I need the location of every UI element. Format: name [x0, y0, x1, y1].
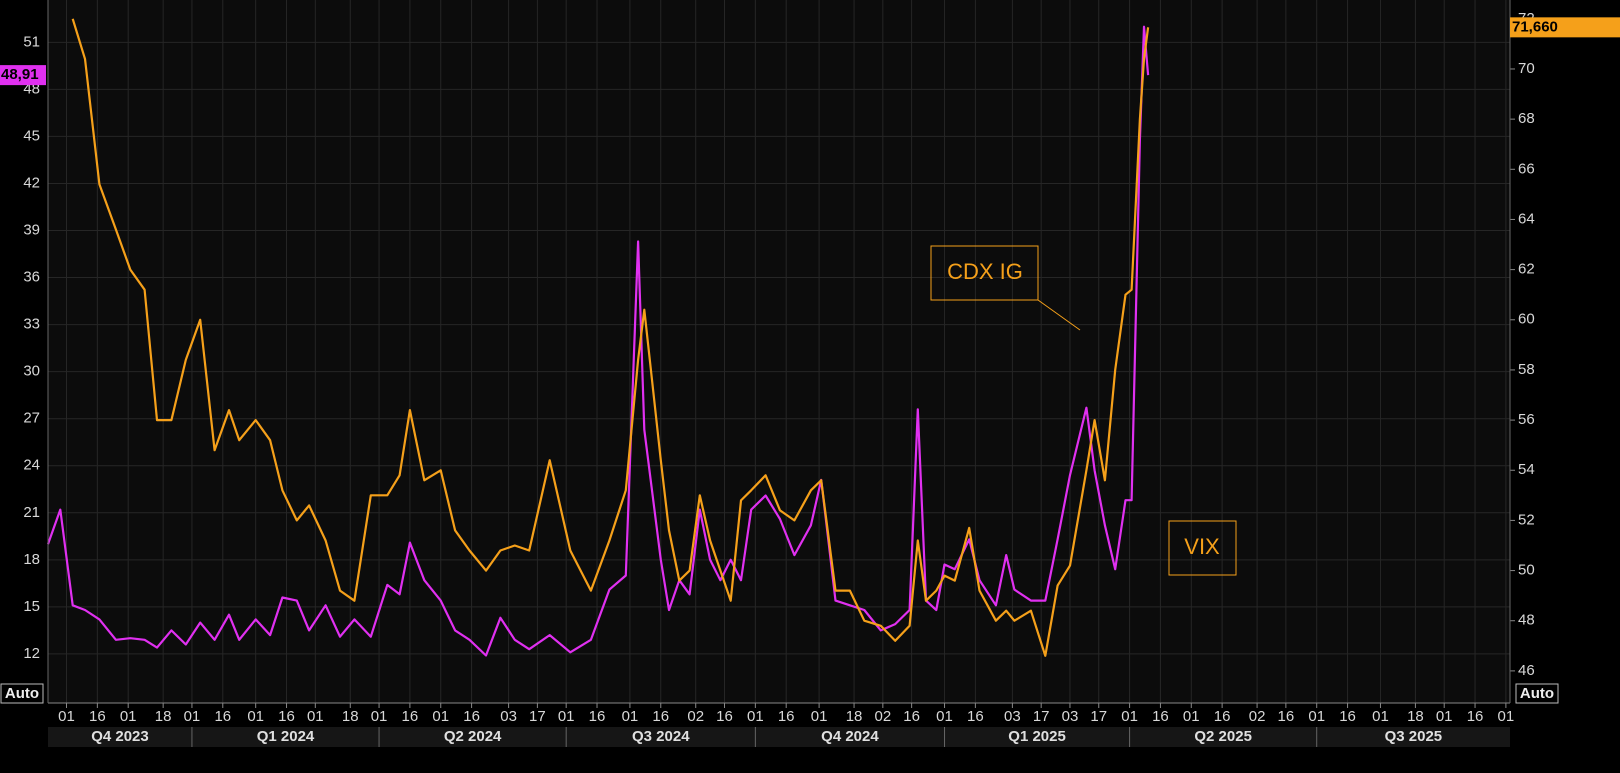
y-tick-label: 42 [23, 174, 40, 191]
y2-tick-label: 56 [1518, 411, 1535, 428]
x-tick-label: 18 [342, 708, 359, 725]
y-tick-label: 21 [23, 504, 40, 521]
x-tick-label: 01 [1372, 708, 1389, 725]
x-tick-label: 18 [846, 708, 863, 725]
x-tick-label: 16 [1214, 708, 1231, 725]
x-tick-label: 16 [1467, 708, 1484, 725]
quarter-band [48, 727, 1510, 747]
x-tick-label: 16 [402, 708, 419, 725]
x-tick-label: 03 [1062, 708, 1079, 725]
x-tick-label: 01 [1308, 708, 1325, 725]
y2-tick-label: 66 [1518, 160, 1535, 177]
annotation: CDX IG [947, 259, 1023, 284]
x-tick-label: 02 [1249, 708, 1266, 725]
x-tick-label: 01 [811, 708, 828, 725]
annotation-leader [1037, 299, 1081, 331]
x-tick-label: 01 [1436, 708, 1453, 725]
x-tick-label: 16 [1339, 708, 1356, 725]
annotation-box [1168, 520, 1237, 576]
last-value-box [1510, 17, 1620, 38]
y-tick-label: 18 [23, 551, 40, 568]
annotation: VIX [1184, 534, 1220, 559]
y2-tick-label: 48 [1518, 612, 1535, 629]
y2-tick-label: 58 [1518, 361, 1535, 378]
y2-tick-label: 46 [1518, 662, 1535, 679]
scale-button[interactable] [1515, 683, 1559, 704]
y-tick-label: 33 [23, 316, 40, 333]
x-tick-label: 16 [463, 708, 480, 725]
x-tick-label: 01 [936, 708, 953, 725]
x-tick-label: 02 [874, 708, 891, 725]
y-tick-label: 36 [23, 269, 40, 286]
quarter-label: Q1 2024 [257, 728, 315, 745]
y2-tick-label: 60 [1518, 311, 1535, 328]
x-tick-label: 01 [558, 708, 575, 725]
x-tick-label: 16 [1152, 708, 1169, 725]
x-tick-label: 16 [716, 708, 733, 725]
plot-area [48, 0, 1510, 703]
x-tick-label: 16 [89, 708, 106, 725]
x-tick-label: 16 [589, 708, 606, 725]
x-tick-label: 16 [903, 708, 920, 725]
x-tick-label: 03 [500, 708, 517, 725]
last-value-label: 71,660 [1512, 18, 1558, 35]
x-tick-label: 18 [155, 708, 172, 725]
y-tick-label: 39 [23, 221, 40, 238]
x-tick-label: 16 [778, 708, 795, 725]
x-tick-label: 01 [307, 708, 324, 725]
y-tick-label: 51 [23, 33, 40, 50]
x-tick-label: 01 [120, 708, 137, 725]
x-tick-label: 01 [58, 708, 75, 725]
last-value-box [0, 65, 46, 86]
y-tick-label: 27 [23, 410, 40, 427]
series-line [46, 25, 1150, 657]
x-tick-label: 16 [652, 708, 669, 725]
quarter-label: Q2 2025 [1194, 728, 1252, 745]
x-tick-label: 01 [371, 708, 388, 725]
x-tick-label: 17 [1033, 708, 1050, 725]
x-tick-label: 03 [1004, 708, 1021, 725]
x-tick-label: 01 [432, 708, 449, 725]
scale-button-label[interactable]: Auto [1520, 685, 1554, 702]
y2-tick-label: 62 [1518, 261, 1535, 278]
y-tick-label: 24 [23, 457, 40, 474]
quarter-label: Q4 2023 [91, 728, 149, 745]
x-tick-label: 01 [1183, 708, 1200, 725]
x-tick-label: 16 [214, 708, 231, 725]
x-tick-label: 01 [184, 708, 201, 725]
x-tick-label: 17 [1090, 708, 1107, 725]
x-tick-label: 01 [247, 708, 264, 725]
y2-tick-label: 52 [1518, 511, 1535, 528]
y-tick-label: 15 [23, 598, 40, 615]
scale-button-label[interactable]: Auto [5, 685, 39, 702]
y2-tick-label: 64 [1518, 210, 1535, 227]
y-tick-label: 12 [23, 645, 40, 662]
quarter-label: Q3 2024 [632, 728, 690, 745]
x-tick-label: 16 [278, 708, 295, 725]
x-tick-label: 17 [529, 708, 546, 725]
x-tick-label: 16 [967, 708, 984, 725]
quarter-label: Q3 2025 [1385, 728, 1443, 745]
x-tick-label: 02 [687, 708, 704, 725]
scale-button[interactable] [0, 683, 44, 704]
y2-tick-label: 50 [1518, 562, 1535, 579]
quarter-label: Q1 2025 [1008, 728, 1066, 745]
x-tick-label: 01 [1498, 708, 1515, 725]
quarter-label: Q2 2024 [444, 728, 502, 745]
series-line [71, 18, 1150, 657]
y2-tick-label: 54 [1518, 461, 1535, 478]
y-tick-label: 30 [23, 363, 40, 380]
y2-tick-label: 70 [1518, 60, 1535, 77]
quarter-label: Q4 2024 [821, 728, 879, 745]
x-tick-label: 18 [1407, 708, 1424, 725]
x-tick-label: 16 [1278, 708, 1295, 725]
x-tick-label: 01 [1121, 708, 1138, 725]
x-tick-label: 01 [622, 708, 639, 725]
annotation-box [930, 245, 1039, 301]
x-tick-label: 01 [747, 708, 764, 725]
y2-tick-label: 68 [1518, 110, 1535, 127]
y-tick-label: 45 [23, 127, 40, 144]
last-value-label: 48,91 [1, 66, 39, 83]
